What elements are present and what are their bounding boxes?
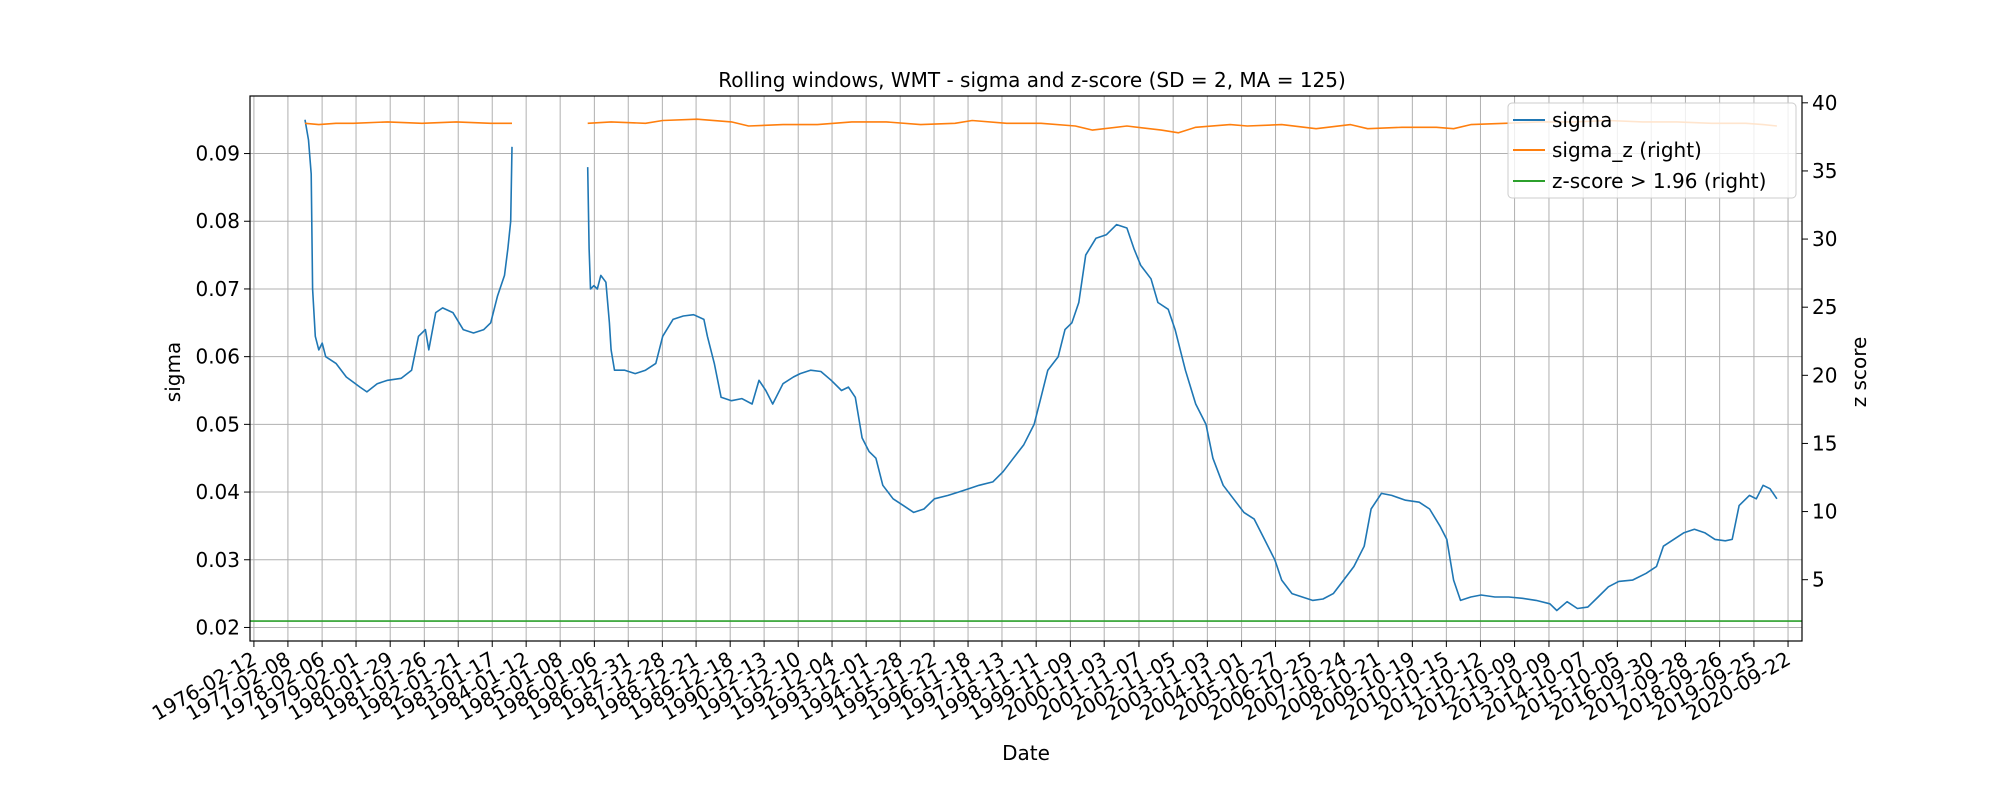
legend-label-z-threshold: z-score > 1.96 (right) [1552, 169, 1766, 193]
y-axis-right-label: z score [1847, 337, 1871, 408]
left-axis: 0.02 0.03 0.04 0.05 0.06 0.07 0.08 0.09 [195, 142, 250, 639]
y-right-tick-label: 30 [1812, 227, 1837, 251]
series-line-sigma [586, 167, 1778, 612]
y-right-tick-label: 40 [1812, 91, 1837, 115]
series-line-sigma-z-right- [304, 121, 512, 126]
y-right-tick-label: 35 [1812, 159, 1837, 183]
legend: sigma sigma_z (right) z-score > 1.96 (ri… [1507, 102, 1797, 199]
y-right-tick-label: 25 [1812, 295, 1837, 319]
y-right-tick-label: 15 [1812, 431, 1837, 455]
plot-frame [249, 95, 1803, 642]
y-right-tick-label: 10 [1812, 500, 1837, 524]
series-line-sigma [304, 119, 513, 393]
y-tick-label: 0.07 [195, 277, 240, 301]
y-tick-label: 0.05 [195, 412, 240, 436]
y-right-tick-label: 20 [1812, 363, 1837, 387]
x-axis-label: Date [1002, 741, 1050, 765]
y-tick-label: 0.03 [195, 548, 240, 572]
y-tick-label: 0.06 [195, 345, 240, 369]
y-tick-label: 0.02 [195, 615, 240, 639]
legend-label-sigma: sigma [1552, 108, 1612, 132]
y-axis-label: sigma [161, 342, 185, 402]
legend-box [1507, 102, 1797, 199]
chart-title: Rolling windows, WMT - sigma and z-score… [718, 68, 1346, 92]
x-axis: 1976-02-121977-02-081978-02-061979-02-01… [148, 641, 1795, 725]
legend-label-sigma-z: sigma_z (right) [1552, 138, 1702, 162]
y-tick-label: 0.08 [195, 209, 240, 233]
right-axis: 5 10 15 20 25 30 35 40 [1802, 91, 1837, 592]
y-right-tick-label: 5 [1812, 568, 1825, 592]
grid [250, 96, 1802, 641]
y-tick-label: 0.09 [195, 142, 240, 166]
y-tick-label: 0.04 [195, 480, 240, 504]
